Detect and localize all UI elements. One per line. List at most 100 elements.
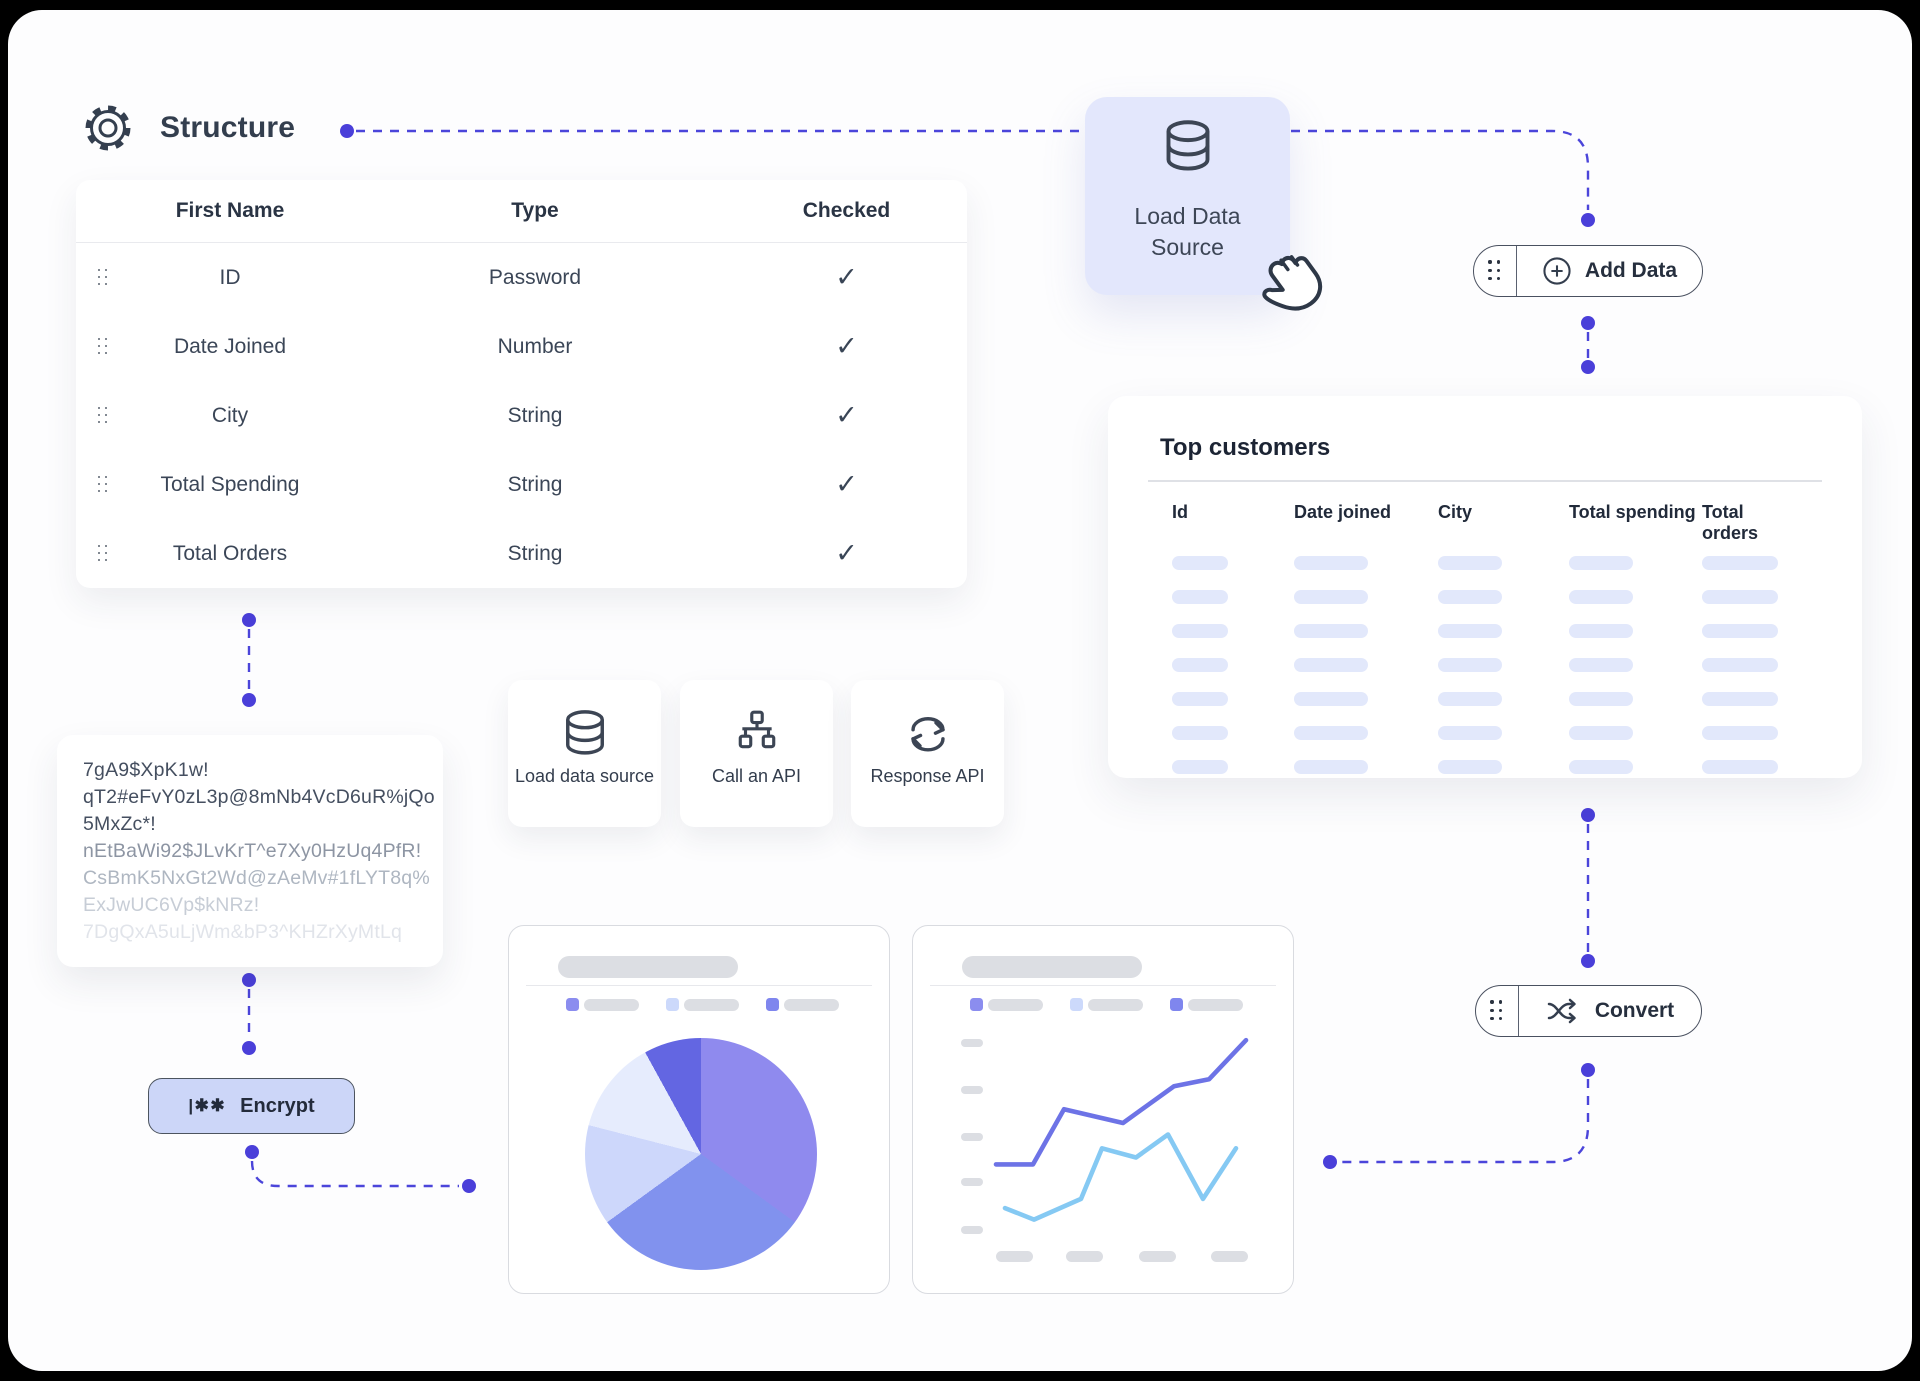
pie-chart-card[interactable] xyxy=(508,925,890,1294)
pie-chart xyxy=(585,1038,817,1270)
page-title: Structure xyxy=(160,111,296,144)
check-icon[interactable]: ✓ xyxy=(835,538,858,568)
field-name: Total Spending xyxy=(160,472,300,496)
x-axis-skeleton xyxy=(996,1251,1033,1262)
legend-item xyxy=(970,998,1043,1011)
add-data-label: Add Data xyxy=(1584,259,1678,282)
legend-swatch xyxy=(666,998,679,1011)
drag-handle[interactable] xyxy=(90,337,116,356)
skeleton-pill xyxy=(1438,624,1502,638)
structure-table-body: ID Password ✓ Date Joined Number ✓ City String ✓… xyxy=(76,243,967,588)
field-name: Date Joined xyxy=(173,334,287,358)
skeleton-title xyxy=(558,956,738,978)
legend-item xyxy=(1170,998,1243,1011)
legend-swatch xyxy=(566,998,579,1011)
api-tree-icon xyxy=(734,704,780,760)
column-header: First Name xyxy=(175,199,285,222)
check-icon[interactable]: ✓ xyxy=(835,400,858,430)
encrypted-line: 7DgQxA5uLjWm&bP3^KHZrXyMtLq xyxy=(83,921,403,943)
refresh-icon xyxy=(905,704,951,760)
add-data-button[interactable]: Add Data xyxy=(1473,245,1703,297)
drag-dots-icon xyxy=(1490,1000,1503,1021)
convert-label: Convert xyxy=(1594,999,1675,1022)
database-icon xyxy=(1166,120,1209,171)
plus-circle-icon xyxy=(1543,257,1571,285)
encrypt-button[interactable]: |✱✱ Encrypt xyxy=(148,1078,355,1134)
legend-swatch xyxy=(1070,998,1083,1011)
y-axis-skeleton xyxy=(961,1133,983,1141)
column-header: Date joined xyxy=(1294,502,1392,522)
legend-label-skeleton xyxy=(784,998,839,1011)
palette-card-response-api[interactable]: Response API xyxy=(851,680,1004,827)
legend-item xyxy=(566,998,639,1011)
skeleton-pill xyxy=(1438,726,1502,740)
skeleton-pill xyxy=(1172,658,1228,672)
line-legend xyxy=(970,998,1243,1011)
column-header: Type xyxy=(511,199,559,222)
x-axis-skeleton xyxy=(1211,1251,1248,1262)
structure-table: First Name Type Checked ID Password ✓ Date … xyxy=(76,180,967,588)
palette-card-load-data-source[interactable]: Load data source xyxy=(508,680,661,827)
legend-item xyxy=(1070,998,1143,1011)
legend-label-skeleton xyxy=(584,998,639,1011)
drag-handle[interactable] xyxy=(90,268,116,287)
field-name: Total Orders xyxy=(172,541,288,565)
drag-handle[interactable] xyxy=(90,544,116,563)
legend-swatch xyxy=(766,998,779,1011)
legend-item xyxy=(766,998,839,1011)
legend-item xyxy=(666,998,739,1011)
skeleton-pill xyxy=(1172,726,1228,740)
y-axis-skeleton xyxy=(961,1039,983,1047)
drag-handle[interactable] xyxy=(90,475,116,494)
column-header: Total spending xyxy=(1569,502,1696,522)
skeleton-pill xyxy=(1294,624,1368,638)
legend-label-skeleton xyxy=(1188,998,1243,1011)
x-axis-skeleton xyxy=(1139,1251,1176,1262)
legend-label-skeleton xyxy=(1088,998,1143,1011)
skeleton-pill xyxy=(1569,624,1633,638)
skeleton-row xyxy=(1108,760,1862,779)
palette-card-label: Response API xyxy=(870,766,985,786)
field-type: String xyxy=(507,472,563,496)
table-row: Total Orders String ✓ xyxy=(76,519,967,588)
skeleton-pill xyxy=(1702,658,1778,672)
y-axis-skeleton xyxy=(961,1086,983,1094)
shuffle-icon xyxy=(1547,998,1576,1024)
encrypted-line: qT2#eFvY0zL3p@8mNb4VcD6uR%jQo xyxy=(83,786,435,808)
x-axis-skeleton xyxy=(1066,1251,1103,1262)
drag-dots-icon xyxy=(1488,260,1501,281)
load-data-source-card[interactable]: Load Data Source xyxy=(1085,97,1290,295)
top-customers-title: Top customers xyxy=(1160,434,1331,461)
skeleton-pill xyxy=(1438,692,1502,706)
check-icon[interactable]: ✓ xyxy=(835,262,858,292)
table-row: Date Joined Number ✓ xyxy=(76,312,967,381)
check-icon[interactable]: ✓ xyxy=(835,331,858,361)
line-chart-card[interactable] xyxy=(912,925,1294,1294)
skeleton-pill xyxy=(1172,692,1228,706)
encrypted-line: CsBmK5NxGt2Wd@zAeMv#1fLYT8q% xyxy=(83,867,430,889)
skeleton-pill xyxy=(1702,556,1778,570)
skeleton-pill xyxy=(1702,760,1778,774)
field-name: ID xyxy=(219,265,241,289)
y-axis-skeleton xyxy=(961,1178,983,1186)
drag-handle[interactable] xyxy=(1476,986,1519,1036)
column-header: City xyxy=(1438,502,1473,522)
drag-handle[interactable] xyxy=(90,406,116,425)
y-axis-skeleton xyxy=(961,1226,983,1234)
encrypted-line: 5MxZc*! xyxy=(83,813,156,835)
palette-card-call-an-api[interactable]: Call an API xyxy=(680,680,833,827)
divider xyxy=(930,985,1276,986)
skeleton-pill xyxy=(1172,760,1228,774)
drag-handle[interactable] xyxy=(1474,246,1517,296)
skeleton-pill xyxy=(1294,658,1368,672)
palette-card-label: Call an API xyxy=(711,766,802,786)
check-icon[interactable]: ✓ xyxy=(835,469,858,499)
convert-button[interactable]: Convert xyxy=(1475,985,1702,1037)
skeleton-pill xyxy=(1569,658,1633,672)
skeleton-pill xyxy=(1172,624,1228,638)
skeleton-pill xyxy=(1438,658,1502,672)
top-customers-skeleton-rows xyxy=(1108,556,1862,779)
skeleton-pill xyxy=(1294,556,1368,570)
encrypted-line: ExJwUC6Vp$kNRz! xyxy=(83,894,260,916)
